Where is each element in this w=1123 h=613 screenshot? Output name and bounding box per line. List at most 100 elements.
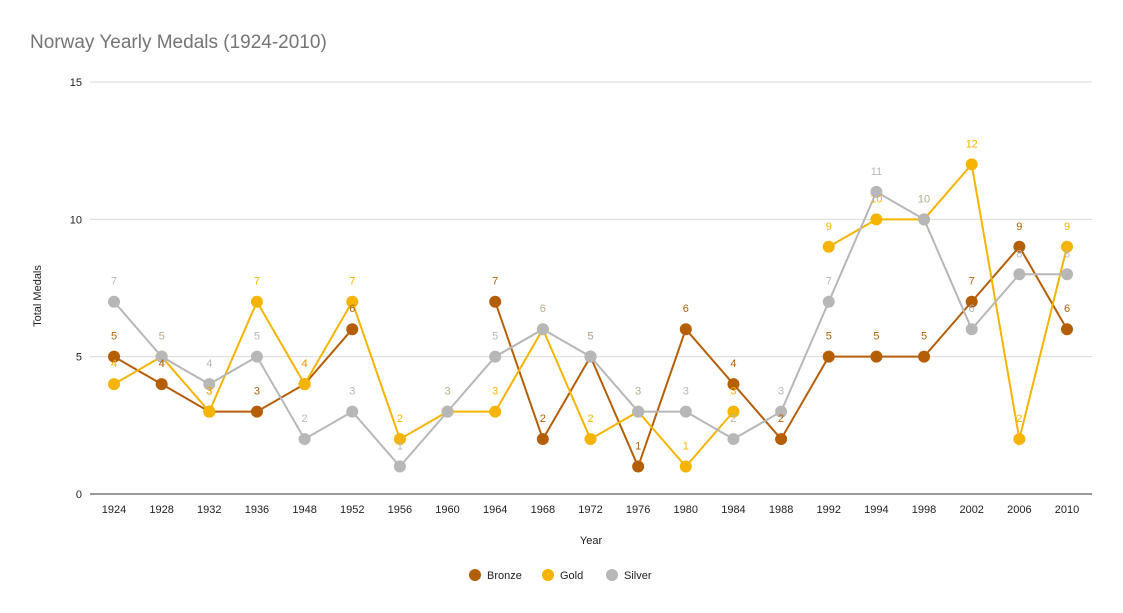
data-point-silver — [108, 295, 120, 308]
data-label-gold: 10 — [870, 193, 882, 205]
series-line-gold — [828, 162, 1068, 440]
data-point-gold — [1013, 433, 1026, 446]
data-point-gold — [346, 295, 359, 308]
y-tick-label: 15 — [70, 77, 82, 89]
gridlines — [90, 81, 1092, 358]
x-tick-label: 1948 — [292, 504, 316, 516]
series-lines — [108, 158, 1073, 473]
data-point-bronze — [822, 350, 835, 363]
data-label-gold: 3 — [730, 386, 736, 398]
data-label-bronze: 2 — [778, 413, 784, 425]
x-tick-label: 2006 — [1007, 504, 1031, 516]
data-label-silver: 3 — [349, 386, 355, 398]
data-label-bronze: 4 — [730, 358, 736, 370]
data-label-gold: 3 — [492, 386, 498, 398]
y-tick-label: 5 — [76, 352, 82, 364]
data-label-gold: 2 — [587, 413, 593, 425]
series-line-silver — [113, 190, 1067, 469]
data-point-gold — [393, 433, 406, 446]
x-tick-label: 1994 — [864, 504, 888, 516]
data-point-bronze — [155, 378, 168, 391]
data-point-silver — [536, 323, 549, 336]
data-point-gold — [203, 405, 216, 418]
data-point-gold — [727, 405, 740, 418]
legend-label-silver: Silver — [624, 570, 652, 582]
data-label-gold: 2 — [1016, 413, 1022, 425]
data-label-gold: 4 — [111, 358, 117, 370]
data-label-gold: 9 — [1064, 221, 1070, 233]
data-point-bronze — [1061, 323, 1073, 336]
data-label-silver: 2 — [730, 413, 736, 425]
data-label-bronze: 5 — [587, 331, 593, 343]
chart-title: Norway Yearly Medals (1924-2010) — [30, 32, 327, 53]
data-label-bronze: 2 — [540, 413, 546, 425]
data-label-bronze: 6 — [1064, 303, 1070, 315]
data-label-gold: 9 — [826, 221, 832, 233]
x-axis-title: Year — [580, 535, 603, 547]
data-label-silver: 6 — [540, 303, 546, 315]
data-point-silver — [250, 350, 263, 363]
x-tick-label: 1928 — [149, 504, 173, 516]
data-label-silver: 7 — [826, 276, 832, 288]
legend-label-bronze: Bronze — [487, 570, 522, 582]
x-tick-label: 1980 — [674, 504, 698, 516]
data-label-bronze: 6 — [349, 303, 355, 315]
data-label-gold: 7 — [349, 276, 355, 288]
data-label-gold: 10 — [918, 193, 930, 205]
data-label-bronze: 7 — [492, 276, 498, 288]
data-point-gold — [870, 213, 883, 226]
y-axis-title: Total Medals — [32, 265, 44, 327]
data-point-gold — [965, 158, 978, 171]
data-label-silver: 10 — [918, 193, 930, 205]
data-label-silver: 6 — [969, 303, 975, 315]
legend-swatch-bronze — [469, 569, 481, 581]
series-line-gold — [113, 299, 735, 469]
data-label-bronze: 3 — [206, 386, 212, 398]
data-label-silver: 5 — [587, 331, 593, 343]
x-tick-label: 1924 — [102, 504, 126, 516]
data-label-silver: 5 — [159, 331, 165, 343]
legend-swatch-gold — [542, 569, 554, 581]
data-point-bronze — [632, 460, 645, 473]
data-label-silver: 11 — [871, 166, 882, 178]
data-label-silver: 3 — [778, 386, 784, 398]
data-point-bronze — [1013, 240, 1026, 253]
data-label-silver: 3 — [683, 386, 689, 398]
data-point-bronze — [727, 378, 740, 391]
x-tick-label: 1956 — [388, 504, 412, 516]
data-point-silver — [155, 350, 168, 363]
data-label-silver: 5 — [254, 331, 260, 343]
legend-label-gold: Gold — [560, 570, 583, 582]
data-point-silver — [393, 460, 406, 473]
x-tick-label: 1992 — [817, 504, 841, 516]
data-label-bronze: 4 — [302, 358, 308, 370]
data-label-silver: 1 — [397, 441, 403, 453]
data-point-gold — [489, 405, 502, 418]
data-point-silver — [918, 213, 931, 226]
data-point-silver — [489, 350, 502, 363]
data-point-bronze — [108, 350, 120, 363]
data-label-gold: 4 — [302, 358, 308, 370]
data-label-silver: 2 — [302, 413, 308, 425]
x-tick-label: 1964 — [483, 504, 507, 516]
data-point-gold — [679, 460, 692, 473]
y-axis-ticks: 0 5 10 15 — [70, 77, 82, 501]
data-point-silver — [203, 378, 216, 391]
data-point-bronze — [346, 323, 359, 336]
data-label-bronze: 3 — [254, 386, 260, 398]
data-point-bronze — [918, 350, 931, 363]
data-label-gold: 3 — [444, 386, 450, 398]
data-point-silver — [632, 405, 645, 418]
data-point-silver — [346, 405, 359, 418]
data-label-gold: 7 — [254, 276, 260, 288]
data-point-gold — [250, 295, 263, 308]
data-label-silver: 5 — [492, 331, 498, 343]
data-point-silver — [584, 350, 597, 363]
x-tick-label: 1988 — [769, 504, 793, 516]
data-point-silver — [298, 433, 311, 446]
data-point-gold — [298, 378, 311, 391]
x-tick-label: 1984 — [721, 504, 745, 516]
data-label-gold: 3 — [206, 386, 212, 398]
x-axis-ticks: 1924 1928 1932 1936 1948 1952 1956 1960 1964 1968… — [102, 504, 1079, 516]
